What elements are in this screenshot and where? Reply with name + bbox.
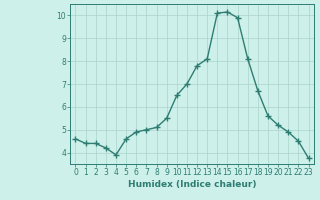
X-axis label: Humidex (Indice chaleur): Humidex (Indice chaleur): [128, 180, 256, 189]
